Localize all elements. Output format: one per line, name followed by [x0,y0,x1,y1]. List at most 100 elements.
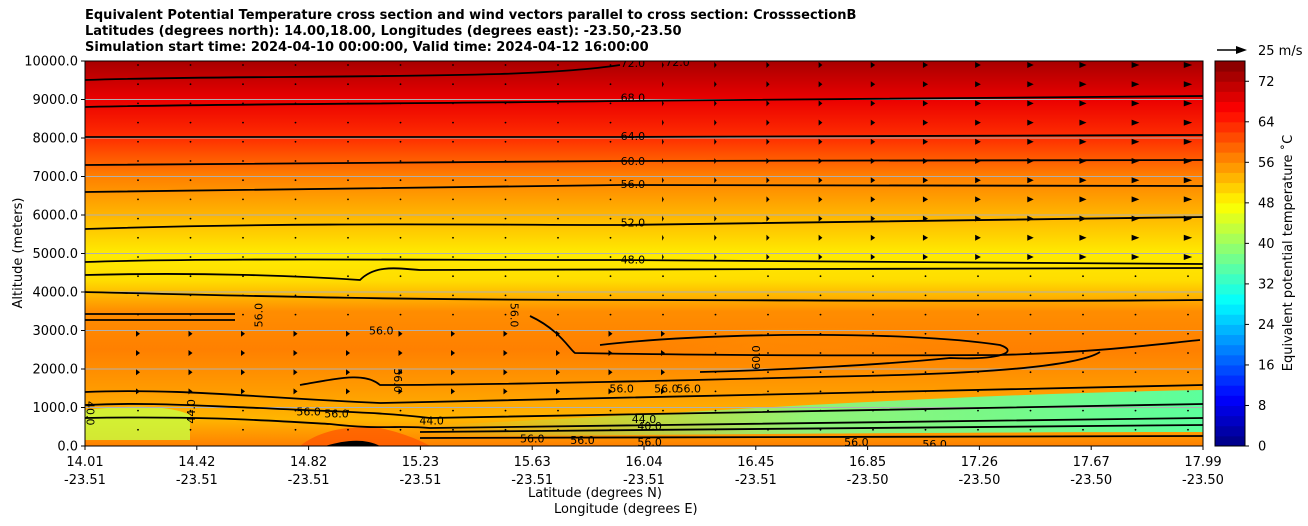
title-line-3: Simulation start time: 2024-04-10 00:00:… [85,40,649,55]
wind-dot [662,294,664,297]
wind-dot [557,179,559,182]
colorbar-segment [1215,192,1245,204]
wind-arrow [1079,119,1087,126]
wind-dot [452,428,454,431]
y-tick-label: 2000.0 [33,363,79,378]
wind-dot [609,160,612,162]
wind-arrow [1027,100,1034,107]
contour-label-group: 60.0 [750,345,763,370]
wind-dot [714,352,717,354]
x-tick-label-lat: 14.82 [290,455,327,470]
x-tick-label-lat: 16.04 [625,455,662,470]
contour-72 [85,64,621,81]
wind-dot [189,140,192,143]
wind-arrow [293,369,298,376]
wind-arrow [714,119,717,126]
wind-dot [294,198,297,201]
wind-dot [767,313,769,316]
wind-dot [242,236,244,239]
wind-arrow [1131,158,1140,164]
colorbar: 0 8 16 24 32 40 48 56 64 72 [1215,61,1275,455]
wind-arrow [1131,254,1140,260]
wind-dot [452,121,454,124]
wind-dot [819,409,822,412]
wind-dot [347,294,349,297]
wind-dot [294,236,297,239]
contour-label: 48.0 [621,253,646,266]
wind-arrow [136,350,140,356]
wind-dot [294,313,297,316]
wind-arrow [818,119,823,126]
wind-dot [294,409,297,412]
x-axis-label-lon: Longitude (degrees E) [554,502,698,517]
cool-surface-layer [420,390,1203,436]
wind-dot [557,409,559,412]
wind-dot [977,428,979,431]
wind-dot [242,256,244,258]
y-tick-label: 0.0 [57,440,78,455]
wind-dot [1029,294,1032,297]
wind-arrow [241,330,245,337]
wind-arrow [922,62,929,68]
wind-dot [609,102,612,105]
wind-dot [347,236,349,239]
wind-dot [399,256,402,258]
wind-dot [767,275,769,278]
wind-arrow [975,196,981,203]
wind-dot [452,256,454,258]
wind-dot [1029,428,1032,431]
contour-label: 56.0 [252,303,265,328]
wind-dot [609,275,612,278]
wind-dot [1187,390,1189,393]
warm-lobe [620,328,1000,372]
y-tick-label: 10000.0 [24,55,78,70]
wind-arrow [922,254,929,260]
wind-dot [714,313,717,316]
wind-dot [294,64,297,66]
colorbar-segment [1215,101,1245,113]
wind-dot [662,409,664,412]
contour-56-low [299,351,1101,386]
wind-arrow [556,330,560,337]
contour-label: 44.0 [185,399,198,424]
wind-arrow [975,138,981,145]
wind-dot [767,352,769,354]
x-axis-label-lat: Latitude (degrees N) [528,486,662,501]
wind-arrow [1131,81,1140,88]
wind-arrow [975,215,981,222]
wind-arrow [346,369,350,376]
wind-arrow [818,254,823,260]
wind-arrow [922,215,929,222]
contour-label-group: 68.0 [621,92,646,105]
cool-layer-south [85,406,190,440]
wind-arrow [975,119,981,126]
contour-label: 68.0 [621,92,646,105]
wind-dot [294,217,297,220]
contour-label: 56.0 [676,382,701,395]
x-tick-label-lon: -23.51 [623,473,665,488]
colorbar-segment [1215,131,1245,143]
wind-dot [347,256,349,258]
contour-50 [85,267,1203,281]
wind-dot [242,409,244,412]
wind-arrow [188,350,193,356]
wind-arrow [714,177,717,184]
wind-dot [137,121,139,124]
wind-arrow [1183,119,1193,126]
contour-label-group: 56.0 [676,382,701,395]
wind-arrow [398,369,403,376]
wind-dot [504,236,507,239]
wind-dot [714,294,717,297]
wind-dot [242,198,244,201]
wind-dot [504,409,507,412]
wind-arrow [818,177,823,184]
contour-label: 64.0 [621,130,646,143]
wind-arrow [1027,196,1034,203]
wind-dot [452,64,454,66]
contour-label: 72.0 [665,56,690,69]
wind-dot [189,121,192,124]
wind-dot [924,390,927,393]
contour-label-group: 56.0 [609,382,634,395]
wind-dot [557,140,559,143]
